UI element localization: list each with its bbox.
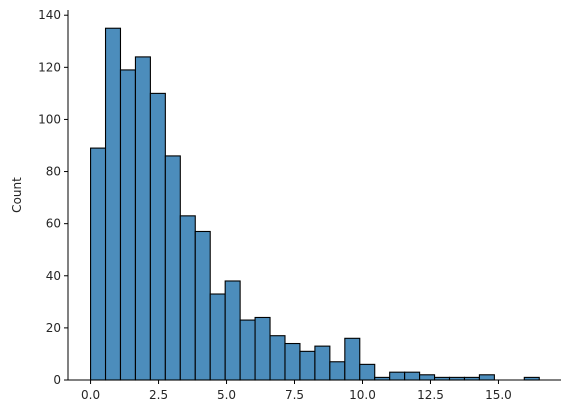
histogram-bar — [329, 361, 346, 381]
y-tick-label: 0 — [53, 373, 61, 387]
histogram-bar — [149, 92, 166, 381]
y-tick-label: 120 — [38, 60, 61, 74]
y-tick-label: 40 — [46, 269, 61, 283]
histogram-bar — [478, 374, 495, 381]
histogram-bars — [90, 27, 540, 381]
x-tick-label: 12.5 — [417, 388, 444, 402]
histogram-bar — [344, 337, 361, 381]
histogram-bar — [104, 27, 122, 381]
x-tick-label: 0.0 — [81, 388, 100, 402]
y-tick-label: 20 — [46, 321, 61, 335]
histogram-bar — [224, 280, 241, 381]
x-tick-label: 15.0 — [485, 388, 512, 402]
histogram-bar — [419, 374, 436, 381]
histogram-bar — [404, 371, 421, 381]
x-tick-label: 7.5 — [285, 388, 304, 402]
histogram-bar — [90, 147, 107, 381]
y-tick-label: 60 — [46, 217, 61, 231]
y-axis-ticks: 0 20 40 60 80 100 120 140 — [38, 8, 68, 387]
y-tick-label: 100 — [38, 112, 61, 126]
histogram-bar — [389, 371, 406, 381]
histogram-bar — [269, 335, 286, 381]
x-tick-label: 10.0 — [349, 388, 376, 402]
histogram-bar — [299, 350, 316, 381]
x-tick-label: 2.5 — [149, 388, 168, 402]
histogram-bar — [194, 230, 211, 381]
histogram-bar — [119, 69, 136, 381]
histogram-bar — [314, 345, 331, 381]
histogram-bar — [209, 293, 226, 381]
histogram-bar — [254, 316, 271, 381]
y-axis-label: Count — [10, 177, 24, 213]
histogram-bar — [179, 215, 196, 381]
y-tick-label: 80 — [46, 165, 61, 179]
histogram-bar — [284, 342, 301, 381]
x-tick-label: 5.0 — [217, 388, 236, 402]
histogram-bar — [239, 319, 256, 381]
histogram-bar — [359, 363, 376, 381]
histogram-bar — [164, 155, 181, 381]
y-tick-label: 140 — [38, 8, 61, 22]
histogram-bar — [134, 56, 151, 381]
x-axis-ticks: 0.0 2.5 5.0 7.5 10.0 12.5 15.0 — [81, 380, 512, 402]
